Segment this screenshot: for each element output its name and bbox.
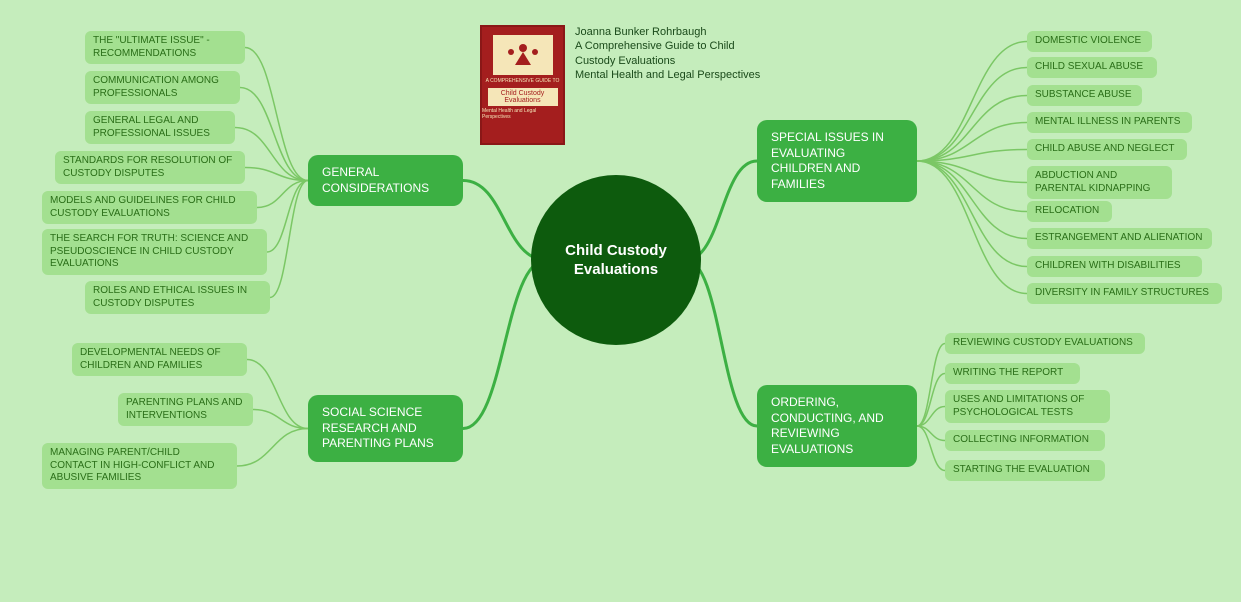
leaf-special-1: CHILD SEXUAL ABUSE bbox=[1027, 57, 1157, 78]
center-node: Child Custody Evaluations bbox=[531, 175, 701, 345]
book-cover: A COMPREHENSIVE GUIDE TO Child Custody E… bbox=[480, 25, 565, 145]
book-author: Joanna Bunker Rohrbaugh bbox=[575, 25, 775, 39]
leaf-general-2: GENERAL LEGAL AND PROFESSIONAL ISSUES bbox=[85, 111, 235, 144]
book-title: A Comprehensive Guide to Child Custody E… bbox=[575, 39, 775, 68]
leaf-general-4: MODELS AND GUIDELINES FOR CHILD CUSTODY … bbox=[42, 191, 257, 224]
branch-general: GENERAL CONSIDERATIONS bbox=[308, 155, 463, 206]
branch-special: SPECIAL ISSUES IN EVALUATING CHILDREN AN… bbox=[757, 120, 917, 202]
leaf-special-5: ABDUCTION AND PARENTAL KIDNAPPING bbox=[1027, 166, 1172, 199]
leaf-special-9: DIVERSITY IN FAMILY STRUCTURES bbox=[1027, 283, 1222, 304]
leaf-special-2: SUBSTANCE ABUSE bbox=[1027, 85, 1142, 106]
leaf-special-3: MENTAL ILLNESS IN PARENTS bbox=[1027, 112, 1192, 133]
leaf-ordering-1: WRITING THE REPORT bbox=[945, 363, 1080, 384]
book-text: Joanna Bunker Rohrbaugh A Comprehensive … bbox=[575, 25, 775, 145]
leaf-general-0: THE "ULTIMATE ISSUE" - RECOMMENDATIONS bbox=[85, 31, 245, 64]
leaf-special-8: CHILDREN WITH DISABILITIES bbox=[1027, 256, 1202, 277]
leaf-general-6: ROLES AND ETHICAL ISSUES IN CUSTODY DISP… bbox=[85, 281, 270, 314]
book-subtitle: Mental Health and Legal Perspectives bbox=[575, 68, 775, 82]
leaf-ordering-0: REVIEWING CUSTODY EVALUATIONS bbox=[945, 333, 1145, 354]
leaf-ordering-3: COLLECTING INFORMATION bbox=[945, 430, 1105, 451]
leaf-special-0: DOMESTIC VIOLENCE bbox=[1027, 31, 1152, 52]
leaf-ordering-4: STARTING THE EVALUATION bbox=[945, 460, 1105, 481]
leaf-social-1: PARENTING PLANS AND INTERVENTIONS bbox=[118, 393, 253, 426]
branch-ordering: ORDERING, CONDUCTING, AND REVIEWING EVAL… bbox=[757, 385, 917, 467]
leaf-special-6: RELOCATION bbox=[1027, 201, 1112, 222]
leaf-general-1: COMMUNICATION AMONG PROFESSIONALS bbox=[85, 71, 240, 104]
center-label: Child Custody Evaluations bbox=[541, 241, 691, 280]
leaf-general-3: STANDARDS FOR RESOLUTION OF CUSTODY DISP… bbox=[55, 151, 245, 184]
book-reference: A COMPREHENSIVE GUIDE TO Child Custody E… bbox=[480, 25, 775, 145]
leaf-special-7: ESTRANGEMENT AND ALIENATION bbox=[1027, 228, 1212, 249]
leaf-social-0: DEVELOPMENTAL NEEDS OF CHILDREN AND FAMI… bbox=[72, 343, 247, 376]
leaf-special-4: CHILD ABUSE AND NEGLECT bbox=[1027, 139, 1187, 160]
leaf-general-5: THE SEARCH FOR TRUTH: SCIENCE AND PSEUDO… bbox=[42, 229, 267, 275]
branch-social: SOCIAL SCIENCE RESEARCH AND PARENTING PL… bbox=[308, 395, 463, 462]
leaf-ordering-2: USES AND LIMITATIONS OF PSYCHOLOGICAL TE… bbox=[945, 390, 1110, 423]
book-cover-title: Child Custody Evaluations bbox=[488, 88, 558, 106]
leaf-social-2: MANAGING PARENT/CHILD CONTACT IN HIGH-CO… bbox=[42, 443, 237, 489]
